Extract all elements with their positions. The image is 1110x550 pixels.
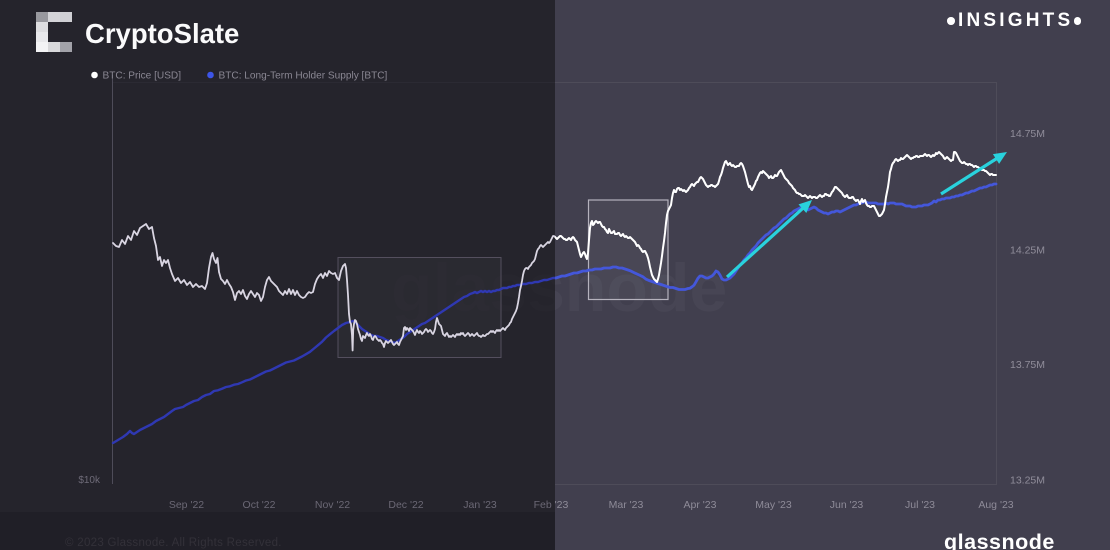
svg-text:Apr '23: Apr '23 [684, 499, 717, 511]
svg-text:Oct '22: Oct '22 [243, 499, 276, 511]
svg-text:Jul '23: Jul '23 [905, 499, 935, 511]
svg-text:BTC: Long-Term Holder Supply [: BTC: Long-Term Holder Supply [BTC] [219, 71, 388, 82]
svg-text:Mar '23: Mar '23 [609, 499, 644, 511]
svg-text:13.75M: 13.75M [1010, 359, 1045, 371]
svg-text:Aug '23: Aug '23 [978, 499, 1013, 511]
svg-text:Feb '23: Feb '23 [534, 499, 569, 511]
svg-text:Jan '23: Jan '23 [463, 499, 497, 511]
svg-text:Sep '22: Sep '22 [169, 499, 204, 511]
svg-text:14.75M: 14.75M [1010, 128, 1045, 140]
svg-text:14.25M: 14.25M [1010, 245, 1045, 257]
svg-text:$10k: $10k [78, 475, 101, 486]
svg-text:BTC: Price [USD]: BTC: Price [USD] [103, 71, 182, 82]
svg-text:Feb '23: Feb '23 [534, 499, 569, 511]
svg-text:© 2023 Glassnode. All Rights R: © 2023 Glassnode. All Rights Reserved. [65, 537, 282, 549]
svg-text:Nov '22: Nov '22 [315, 499, 350, 511]
svg-text:13.25M: 13.25M [1010, 475, 1045, 487]
svg-text:Jun '23: Jun '23 [830, 499, 864, 511]
svg-text:Dec '22: Dec '22 [388, 499, 423, 511]
svg-text:May '23: May '23 [755, 499, 792, 511]
